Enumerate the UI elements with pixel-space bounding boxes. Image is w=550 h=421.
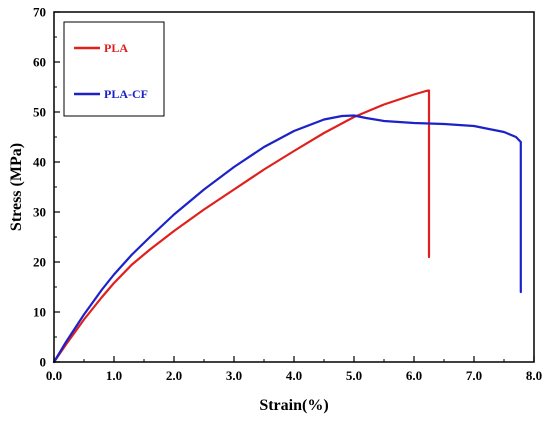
y-axis-title: Stress (MPa) xyxy=(8,143,25,231)
legend-box xyxy=(63,21,165,117)
x-axis-ticks: 0.0 1.0 2.0 3.0 4.0 5.0 6.0 7.0 8.0 xyxy=(46,356,542,383)
x-tick-label: 4.0 xyxy=(286,368,302,383)
y-tick-label: 20 xyxy=(33,255,46,270)
legend-label-pla-cf: PLA-CF xyxy=(104,87,148,101)
legend-label-pla: PLA xyxy=(104,41,128,55)
y-tick-label: 0 xyxy=(40,355,47,370)
x-tick-label: 2.0 xyxy=(166,368,182,383)
x-tick-label: 1.0 xyxy=(106,368,122,383)
x-axis-title: Strain(%) xyxy=(259,397,328,414)
x-tick-label: 7.0 xyxy=(466,368,482,383)
y-axis-ticks: 0 10 20 30 40 50 60 70 xyxy=(33,5,60,370)
y-tick-label: 40 xyxy=(33,155,46,170)
y-tick-label: 10 xyxy=(33,305,46,320)
x-tick-label: 6.0 xyxy=(406,368,422,383)
y-tick-label: 30 xyxy=(33,205,46,220)
x-tick-label: 0.0 xyxy=(46,368,62,383)
legend: PLA PLA-CF xyxy=(63,21,165,117)
y-tick-label: 60 xyxy=(33,55,46,70)
x-tick-label: 3.0 xyxy=(226,368,242,383)
x-tick-label: 5.0 xyxy=(346,368,362,383)
series-line-pla xyxy=(52,89,431,364)
x-tick-label: 8.0 xyxy=(526,368,542,383)
series-layer xyxy=(52,89,522,364)
y-tick-label: 50 xyxy=(33,105,46,120)
series-line-pla-cf xyxy=(52,114,522,364)
y-tick-label: 70 xyxy=(33,5,46,20)
